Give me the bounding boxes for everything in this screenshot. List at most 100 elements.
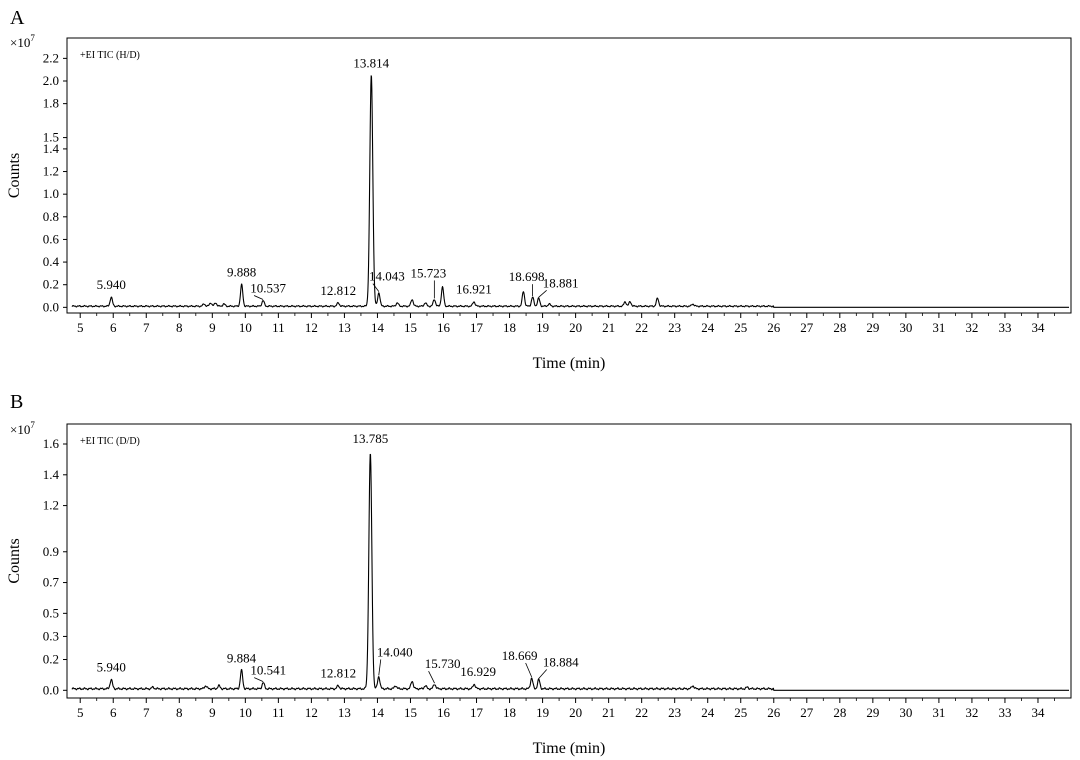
chart-a-y-tick-label: 1.2	[43, 164, 59, 179]
chart-b-y-tick-label: 0.9	[43, 544, 59, 559]
chart-a-x-tick-label: 14	[371, 320, 385, 335]
chart-b-x-tick-label: 33	[998, 705, 1011, 720]
chart-a-x-tick-label: 12	[305, 320, 318, 335]
chart-b-y-tick-label: 0.7	[43, 575, 60, 590]
chart-a-x-tick-label: 13	[338, 320, 351, 335]
chart-a-x-tick-label: 29	[866, 320, 879, 335]
chart-b-y-tick-label: 0.2	[43, 652, 59, 667]
chart-b-y-tick-label: 0.5	[43, 605, 59, 620]
chart-b-y-multiplier: ×107	[10, 420, 35, 437]
chart-a-x-tick-label: 22	[635, 320, 648, 335]
chart-a-x-tick-label: 15	[404, 320, 417, 335]
chart-a-x-tick-label: 10	[239, 320, 252, 335]
chart-a-x-tick-label: 23	[668, 320, 681, 335]
chart-a-peak-label: 5.940	[97, 277, 126, 292]
chart-b-x-tick-label: 23	[668, 705, 681, 720]
chart-b-x-tick-label: 25	[734, 705, 747, 720]
chart-b-peak-label: 15.730	[425, 656, 461, 671]
chart-b-peak-leader	[538, 669, 548, 679]
chart-a-x-tick-label: 9	[209, 320, 216, 335]
chart-a-peak-label: 9.888	[227, 265, 256, 280]
chart-b-x-tick-label: 9	[209, 705, 216, 720]
chart-a-x-tick-label: 8	[176, 320, 183, 335]
chart-b-y-multiplier-base: ×10	[10, 422, 30, 437]
chart-b-x-tick-label: 26	[767, 705, 781, 720]
chart-b-x-tick-label: 21	[602, 705, 615, 720]
chart-a-x-tick-label: 28	[833, 320, 846, 335]
chart-b-peak-label: 14.040	[377, 644, 413, 659]
chart-a-peak-leader	[253, 295, 264, 300]
chart-a-peak-label: 14.043	[369, 269, 405, 284]
chart-a-y-tick-label: 2.2	[43, 50, 59, 65]
chart-a-x-tick-label: 20	[569, 320, 582, 335]
chart-a-peak-label: 15.723	[410, 265, 446, 280]
chart-a-plot-frame	[66, 37, 1072, 314]
chart-b-x-tick-label: 8	[176, 705, 183, 720]
chart-a-peak-leader	[538, 289, 547, 298]
chart-a-y-multiplier-base: ×10	[10, 35, 30, 50]
chart-a-x-tick-label: 21	[602, 320, 615, 335]
chart-b-peak-label: 18.669	[502, 648, 538, 663]
chart-b-peak-label: 9.884	[227, 650, 257, 665]
chart-b-x-tick-label: 15	[404, 705, 417, 720]
chart-b-x-tick-label: 20	[569, 705, 582, 720]
chart-b-x-tick-label: 24	[701, 705, 715, 720]
chart-a-y-tick-label: 2.0	[43, 73, 59, 88]
chart-a-peak-leader	[372, 283, 380, 292]
chart-a-x-tick-label: 6	[110, 320, 117, 335]
chart-b-x-tick-label: 5	[77, 705, 84, 720]
chart-a-y-axis-label: Counts	[6, 153, 23, 198]
chart-a-y-tick-label: 1.8	[43, 96, 59, 111]
chart-b-x-tick-label: 18	[503, 705, 516, 720]
chart-b-y-axis-label: Counts	[6, 538, 23, 583]
chart-b-x-tick-label: 19	[536, 705, 549, 720]
chart-b-panel-letter: B	[10, 391, 23, 413]
chart-b-x-tick-label: 29	[866, 705, 879, 720]
chart-b-peak-label: 10.541	[250, 663, 286, 678]
chart-a-y-tick-label: 1.5	[43, 130, 59, 145]
chart-a-x-axis-label: Time (min)	[533, 355, 606, 372]
chart-a-y-tick-label: 1.4	[43, 141, 60, 156]
chart-b-peak-label: 18.884	[543, 655, 579, 670]
chart-b-x-tick-label: 10	[239, 705, 252, 720]
chart-b-x-tick-label: 28	[833, 705, 846, 720]
chart-a-x-tick-label: 17	[470, 320, 484, 335]
chart-b-peak-leader	[378, 659, 382, 676]
chart-b-legend-text: +EI TIC (D/D)	[80, 436, 140, 447]
chart-b-peak-leader	[428, 670, 435, 684]
chart-b-x-tick-label: 31	[932, 705, 945, 720]
chart-b-x-tick-label: 12	[305, 705, 318, 720]
chart-a-peak-label: 18.698	[509, 269, 545, 284]
chart-a-x-tick-label: 5	[77, 320, 84, 335]
chart-a-y-tick-label: 0.0	[43, 299, 59, 314]
chart-a-y-tick-label: 0.4	[43, 254, 60, 269]
chart-a-y-tick-label: 0.8	[43, 209, 59, 224]
chart-b-y-tick-label: 0.3	[43, 628, 59, 643]
chart-b-y-tick-label: 0.0	[43, 682, 59, 697]
chart-b-tic-trace	[71, 453, 1070, 691]
chart-a-peak-label: 16.921	[456, 282, 492, 297]
chart-a-x-tick-label: 7	[143, 320, 150, 335]
chart-a-peak-label: 18.881	[543, 275, 579, 290]
chart-b-y-tick-label: 1.4	[43, 467, 60, 482]
chart-b-y-tick-label: 1.2	[43, 498, 59, 513]
chart-b-peak-leader	[254, 677, 264, 682]
chart-b-x-tick-label: 7	[143, 705, 150, 720]
chart-a-x-tick-label: 25	[734, 320, 747, 335]
chart-a-y-multiplier: ×107	[10, 33, 35, 50]
chart-b-peak-label: 16.929	[460, 664, 496, 679]
chart-a-panel-letter: A	[10, 7, 25, 29]
chart-a-legend-text: +EI TIC (H/D)	[80, 50, 140, 61]
chart-a-x-tick-label: 30	[899, 320, 912, 335]
chart-b-peak-label: 13.785	[352, 431, 388, 446]
chart-b-y-tick-label: 1.6	[43, 436, 60, 451]
chart-a-x-tick-label: 34	[1031, 320, 1045, 335]
chart-a-peak-label: 12.812	[320, 283, 356, 298]
chart-b-x-tick-label: 14	[371, 705, 385, 720]
chart-a-y-tick-label: 0.6	[43, 231, 60, 246]
chart-b-x-tick-label: 11	[272, 705, 285, 720]
chart-b-x-tick-label: 13	[338, 705, 351, 720]
chart-a-x-tick-label: 27	[800, 320, 814, 335]
chart-a-x-tick-label: 31	[932, 320, 945, 335]
